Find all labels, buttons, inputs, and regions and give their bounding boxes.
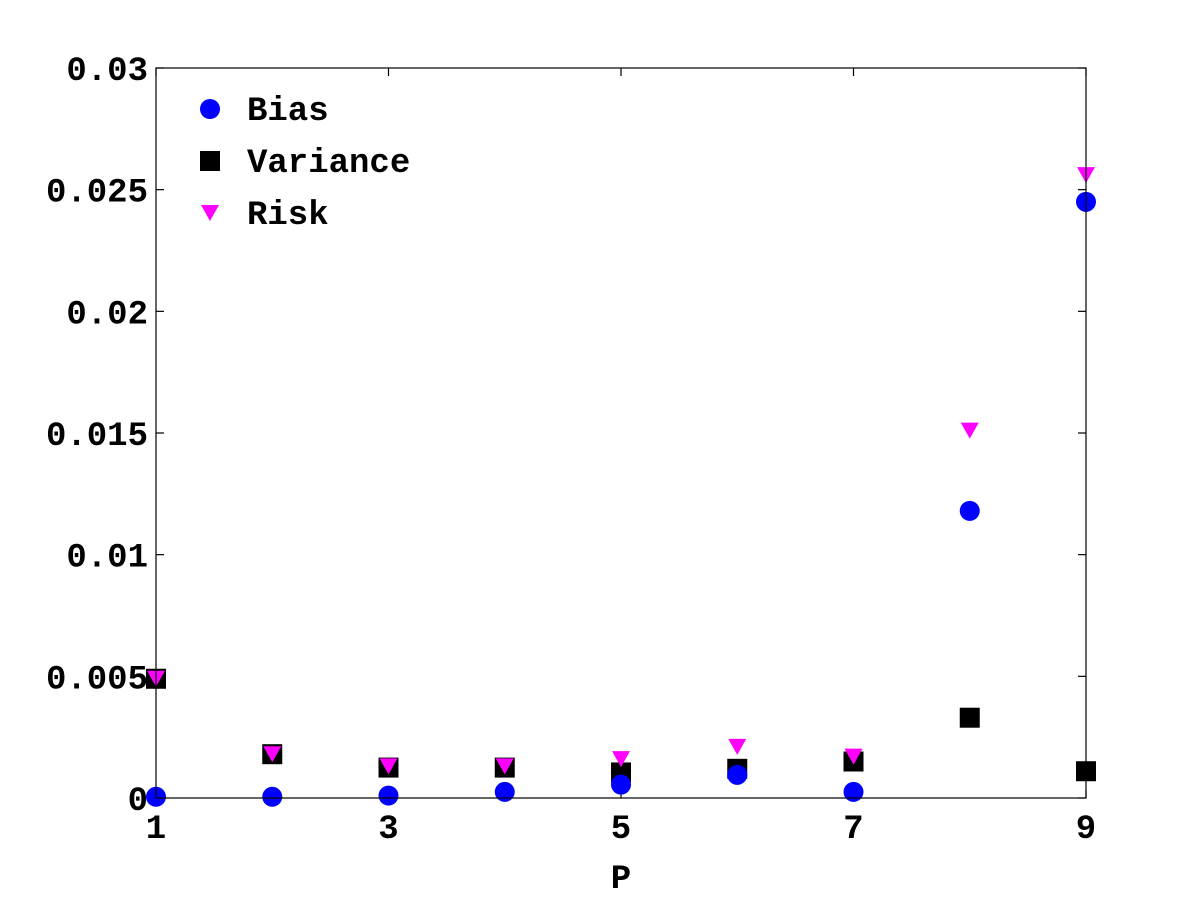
legend-marker-risk — [201, 205, 219, 221]
bias-point — [727, 764, 748, 785]
x-tick-label: 1 — [146, 811, 166, 849]
y-tick-label: 0.025 — [46, 175, 148, 213]
risk-point — [379, 758, 398, 775]
points-layer — [146, 167, 1096, 807]
x-tick-label: 5 — [611, 811, 631, 849]
x-tick-label: 9 — [1076, 811, 1096, 849]
legend-label-risk: Risk — [247, 197, 329, 235]
legend-label-bias: Bias — [247, 93, 329, 131]
risk-point — [844, 748, 863, 765]
legend-entry-variance: Variance — [200, 145, 410, 183]
legend-entry-risk: Risk — [201, 197, 329, 235]
bias-point — [843, 781, 864, 802]
legend: Bias Variance Risk — [200, 93, 410, 235]
risk-point — [728, 738, 747, 755]
x-tick-label: 3 — [378, 811, 398, 849]
bias-point — [611, 774, 631, 795]
bias-point — [378, 785, 399, 806]
series-risk — [147, 167, 1095, 775]
series-bias — [146, 191, 1096, 807]
legend-marker-bias — [200, 99, 220, 119]
tick-labels-layer: 1 3 5 7 9 0 0.005 0.01 0.015 0.02 0.025 0.03 — [46, 53, 1096, 849]
x-tick-label: 7 — [843, 811, 863, 849]
plot-frame — [155, 67, 1087, 799]
legend-label-variance: Variance — [247, 145, 410, 183]
y-tick-label: 0.03 — [66, 53, 148, 91]
risk-point — [612, 751, 630, 768]
legend-marker-variance — [200, 151, 220, 171]
y-tick-label: 0 — [128, 783, 148, 821]
y-tick-label: 0.02 — [66, 296, 148, 334]
y-tick-label: 0.015 — [46, 418, 148, 456]
bias-point — [959, 500, 980, 521]
y-tick-label: 0.005 — [46, 661, 148, 699]
risk-point — [960, 422, 979, 439]
bias-point — [262, 786, 283, 807]
risk-point — [263, 746, 282, 763]
variance-point — [959, 707, 980, 728]
x-axis-title: P — [611, 861, 631, 899]
bias-point — [494, 781, 515, 802]
y-tick-label: 0.01 — [66, 540, 148, 578]
risk-point — [495, 758, 514, 775]
legend-entry-bias: Bias — [200, 93, 329, 131]
